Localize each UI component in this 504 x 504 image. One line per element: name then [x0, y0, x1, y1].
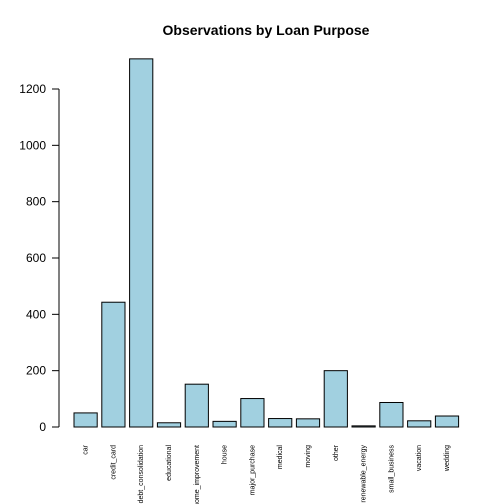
y-tick-label: 200 — [26, 364, 46, 378]
chart-title: Observations by Loan Purpose — [163, 22, 370, 38]
y-tick-label: 800 — [26, 195, 46, 209]
x-tick-label: major_purchase — [249, 445, 256, 495]
bar-debt-consolidation — [129, 58, 154, 428]
y-tick-label: 1200 — [19, 82, 46, 96]
bar-educational — [156, 422, 182, 428]
y-tick-label: 400 — [26, 307, 46, 321]
x-tick-label: moving — [305, 445, 312, 468]
bar-other — [323, 370, 348, 428]
bar-home-improvement — [184, 383, 209, 428]
x-tick-label: home_improvement — [194, 445, 201, 504]
bar-small-business — [379, 401, 404, 428]
x-tick-label: educational — [166, 445, 173, 481]
x-tick-label: vacation — [416, 445, 423, 471]
bar-vacation — [407, 420, 432, 428]
bar-major-purchase — [240, 398, 265, 428]
x-tick-label: house — [222, 445, 229, 464]
y-axis: 0 200 400 600 800 1000 1200 — [19, 82, 60, 434]
y-tick-label: 0 — [39, 420, 46, 434]
bar-moving — [295, 418, 321, 428]
x-tick-label: wedding — [444, 445, 451, 472]
x-axis-labels: car credit_card debt_consolidation educatio… — [83, 444, 451, 504]
bar-car — [73, 412, 98, 428]
x-tick-label: renewable_energy — [361, 445, 368, 503]
y-tick-label: 600 — [26, 251, 46, 265]
bar-medical — [268, 418, 293, 428]
bar-house — [212, 420, 237, 428]
y-tick-label: 1000 — [19, 138, 46, 152]
x-tick-label: credit_card — [110, 445, 117, 480]
x-tick-label: car — [83, 444, 90, 454]
bars — [73, 58, 460, 428]
x-tick-label: other — [333, 444, 340, 461]
bar-wedding — [434, 415, 460, 428]
x-tick-label: small_business — [388, 445, 395, 493]
bar-renewable-energy — [351, 425, 376, 428]
x-tick-label: debt_consolidation — [138, 445, 145, 503]
x-tick-label: medical — [277, 445, 284, 470]
bar-credit-card — [101, 301, 126, 428]
